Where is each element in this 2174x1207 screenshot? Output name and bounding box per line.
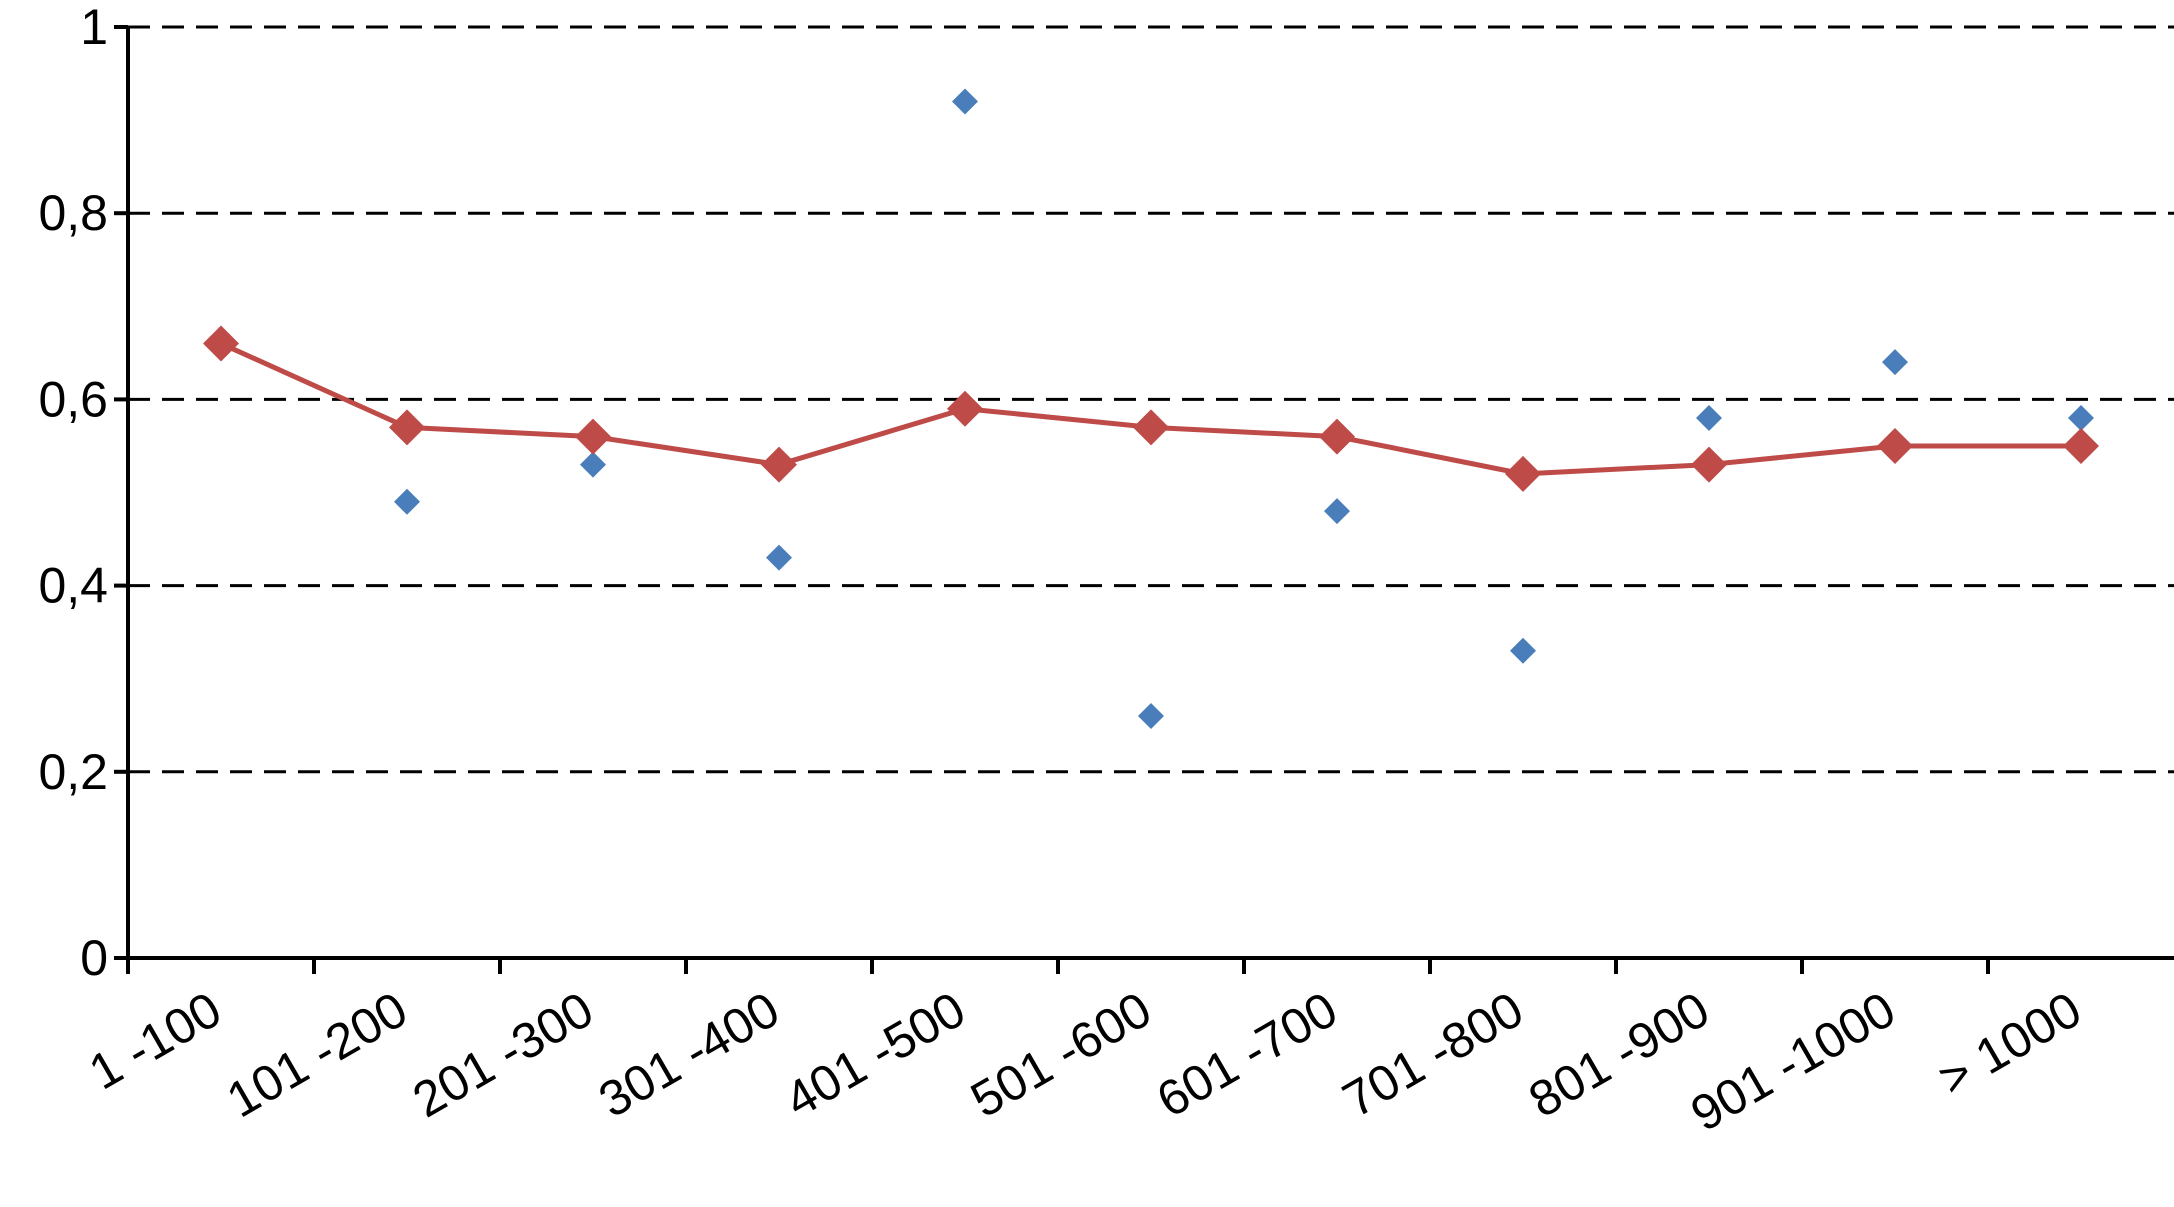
line-point-marker [1505,455,1541,492]
line-point-marker [389,409,425,446]
line-point-marker [1319,418,1355,455]
scatter-point-marker [1882,349,1908,376]
y-tick-label: 0,4 [38,558,108,614]
scatter-point-marker [952,88,978,115]
line-point-marker [947,390,983,427]
x-tick-label: 501 -600 [962,981,1161,1128]
scatter-point-marker [1510,637,1536,664]
line-point-marker [2063,427,2099,464]
line-point-marker [1691,446,1727,483]
gridlines [128,25,2174,774]
axes [114,25,2174,974]
x-tick-label: 601 -700 [1148,981,1347,1128]
y-tick-label: 0,6 [38,371,108,427]
x-tick-label: 101 -200 [218,981,417,1128]
y-tick-label: 0,2 [38,744,108,800]
y-tick-label: 0 [80,930,108,986]
scatter-point-marker [1324,498,1350,525]
series-scatter [394,88,2094,729]
scatter-point-marker [1138,702,1164,729]
x-tick-label: 401 -500 [776,981,975,1128]
x-tick-label: 301 -400 [590,981,789,1128]
x-tick-label: 901 -1000 [1681,981,1904,1142]
y-tick-label: 1 [80,0,108,55]
line-point-marker [575,418,611,455]
x-tick-label: 701 -800 [1334,981,1533,1128]
scatter-point-marker [580,451,606,478]
x-tick-label: 1 -100 [80,981,231,1100]
x-tick-label: 201 -300 [404,981,603,1128]
series-line [203,325,2099,492]
line-point-marker [1133,409,1169,446]
x-tick-label: > 1000 [1929,981,2091,1107]
series [203,88,2099,729]
y-tick-label: 0,8 [38,185,108,241]
scatter-point-marker [394,488,420,515]
y-tick-labels: 0 0,2 0,4 0,6 0,8 1 [38,0,108,986]
scatter-point-marker [2068,405,2094,432]
line-point-marker [1877,427,1913,464]
line-point-marker [203,325,239,362]
series-line-path [219,341,2081,477]
line-point-marker [761,446,797,483]
scatter-point-marker [1696,405,1722,432]
scatter-point-marker [766,544,792,571]
